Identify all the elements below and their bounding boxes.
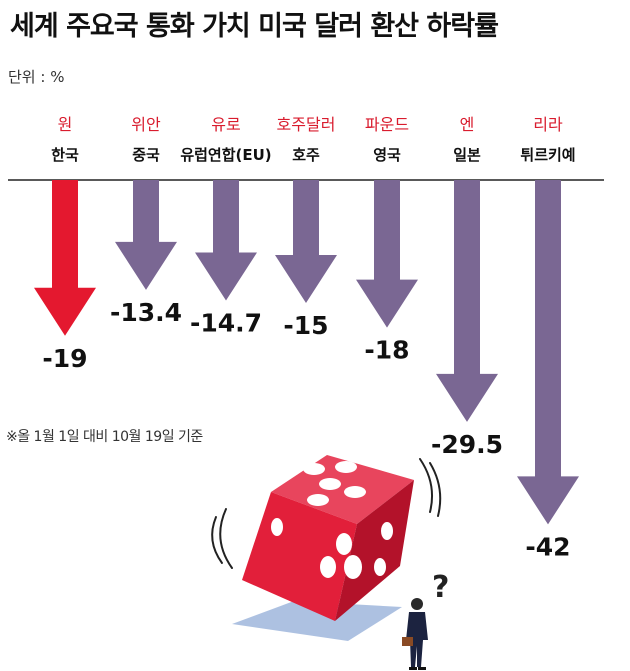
value-label: -29.5 xyxy=(431,430,503,459)
country-label: 유럽연합(EU) xyxy=(180,146,271,164)
value-label: -14.7 xyxy=(190,309,262,338)
unit-label: 단위 : % xyxy=(8,68,65,86)
value-label: -19 xyxy=(42,344,87,373)
country-label: 영국 xyxy=(373,146,401,164)
country-label: 호주 xyxy=(292,146,320,164)
arrow-bar-7 xyxy=(517,180,579,525)
value-label: -18 xyxy=(364,336,409,365)
country-label: 일본 xyxy=(453,146,481,164)
chart-title: 세계 주요국 통화 가치 미국 달러 환산 하락률 xyxy=(10,11,499,42)
country-label: 중국 xyxy=(132,146,160,164)
dice-left-face xyxy=(242,492,357,621)
value-label: -13.4 xyxy=(110,298,182,327)
businessman-illustration: ? xyxy=(402,570,449,670)
arrow-bar-2 xyxy=(115,180,177,290)
currency-label: 원 xyxy=(58,115,73,134)
arrow-bar-3 xyxy=(195,180,257,301)
currency-label: 파운드 xyxy=(365,115,409,134)
value-label: -15 xyxy=(283,311,328,340)
dice-shadow xyxy=(232,601,402,641)
value-label: -42 xyxy=(525,532,570,561)
currency-label: 위안 xyxy=(131,115,161,134)
dice-right-face xyxy=(335,480,414,621)
currency-label: 호주달러 xyxy=(277,115,336,134)
footnote: ※올 1월 1일 대비 10월 19일 기준 xyxy=(6,429,203,445)
arrow-bar-6 xyxy=(436,180,498,422)
arrow-bar-5 xyxy=(356,180,418,328)
currency-label: 리라 xyxy=(533,115,563,134)
country-label: 한국 xyxy=(51,146,79,164)
currency-label: 유로 xyxy=(211,115,240,134)
dice-illustration xyxy=(211,455,442,641)
currency-label: 엔 xyxy=(460,115,475,134)
svg-text:?: ? xyxy=(432,570,449,605)
arrow-bar-4 xyxy=(275,180,337,303)
country-label: 튀르키예 xyxy=(520,146,575,164)
arrow-bar-1 xyxy=(34,180,96,336)
